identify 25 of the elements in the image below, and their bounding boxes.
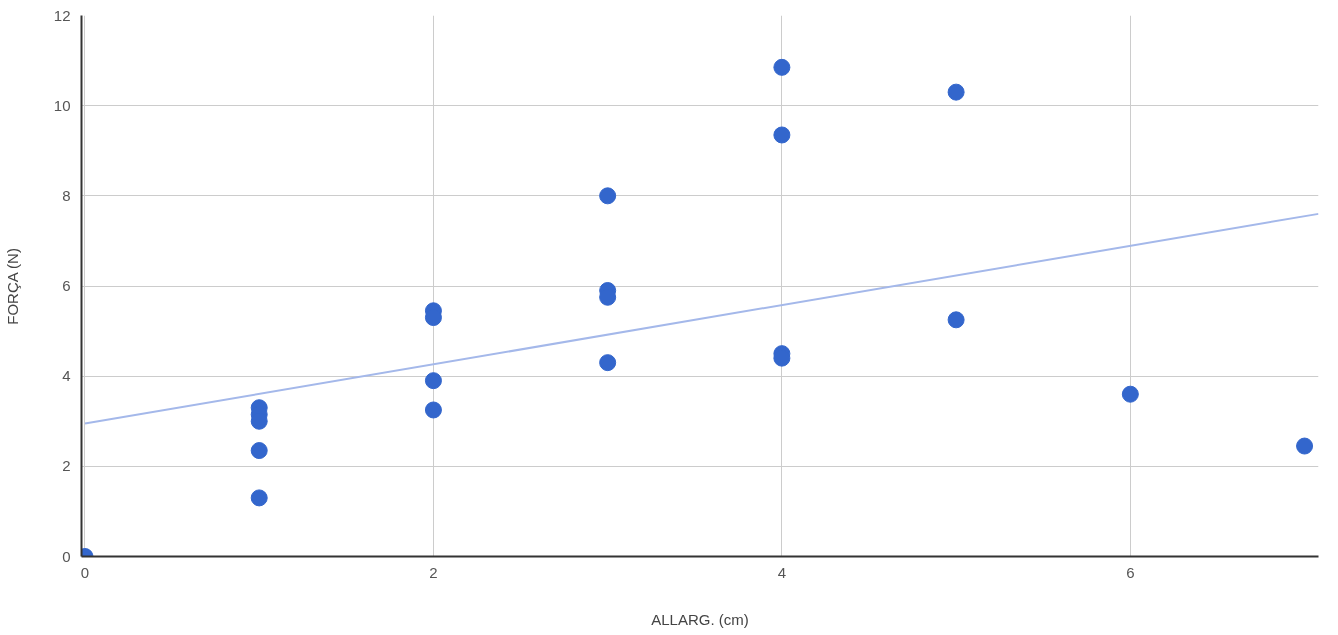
point [424, 401, 442, 419]
point [250, 442, 268, 460]
point [1296, 437, 1314, 455]
y-tick-label: 12 [53, 6, 71, 24]
y-tick-label: 4 [62, 367, 71, 385]
y-tick-label: 6 [62, 277, 71, 294]
y-tick-label: 10 [53, 96, 71, 114]
point [599, 187, 617, 205]
point [947, 311, 965, 329]
point [1121, 385, 1139, 403]
point [947, 83, 965, 101]
x-tick-label: 0 [80, 563, 90, 581]
x-tick-label: 4 [777, 563, 787, 581]
point [773, 126, 791, 144]
y-tick-label: 0 [62, 547, 71, 565]
point [250, 489, 268, 507]
y-axis-title: FORÇA (N) [3, 248, 21, 325]
point [424, 372, 442, 390]
y-tick-label: 2 [62, 457, 71, 475]
point [773, 58, 791, 76]
x-axis-title: ALLARG. (cm) [651, 610, 749, 628]
x-tick-label: 6 [1126, 563, 1135, 581]
point [599, 354, 617, 372]
x-tick-label: 2 [429, 563, 438, 581]
y-tick-label: 8 [62, 186, 71, 204]
